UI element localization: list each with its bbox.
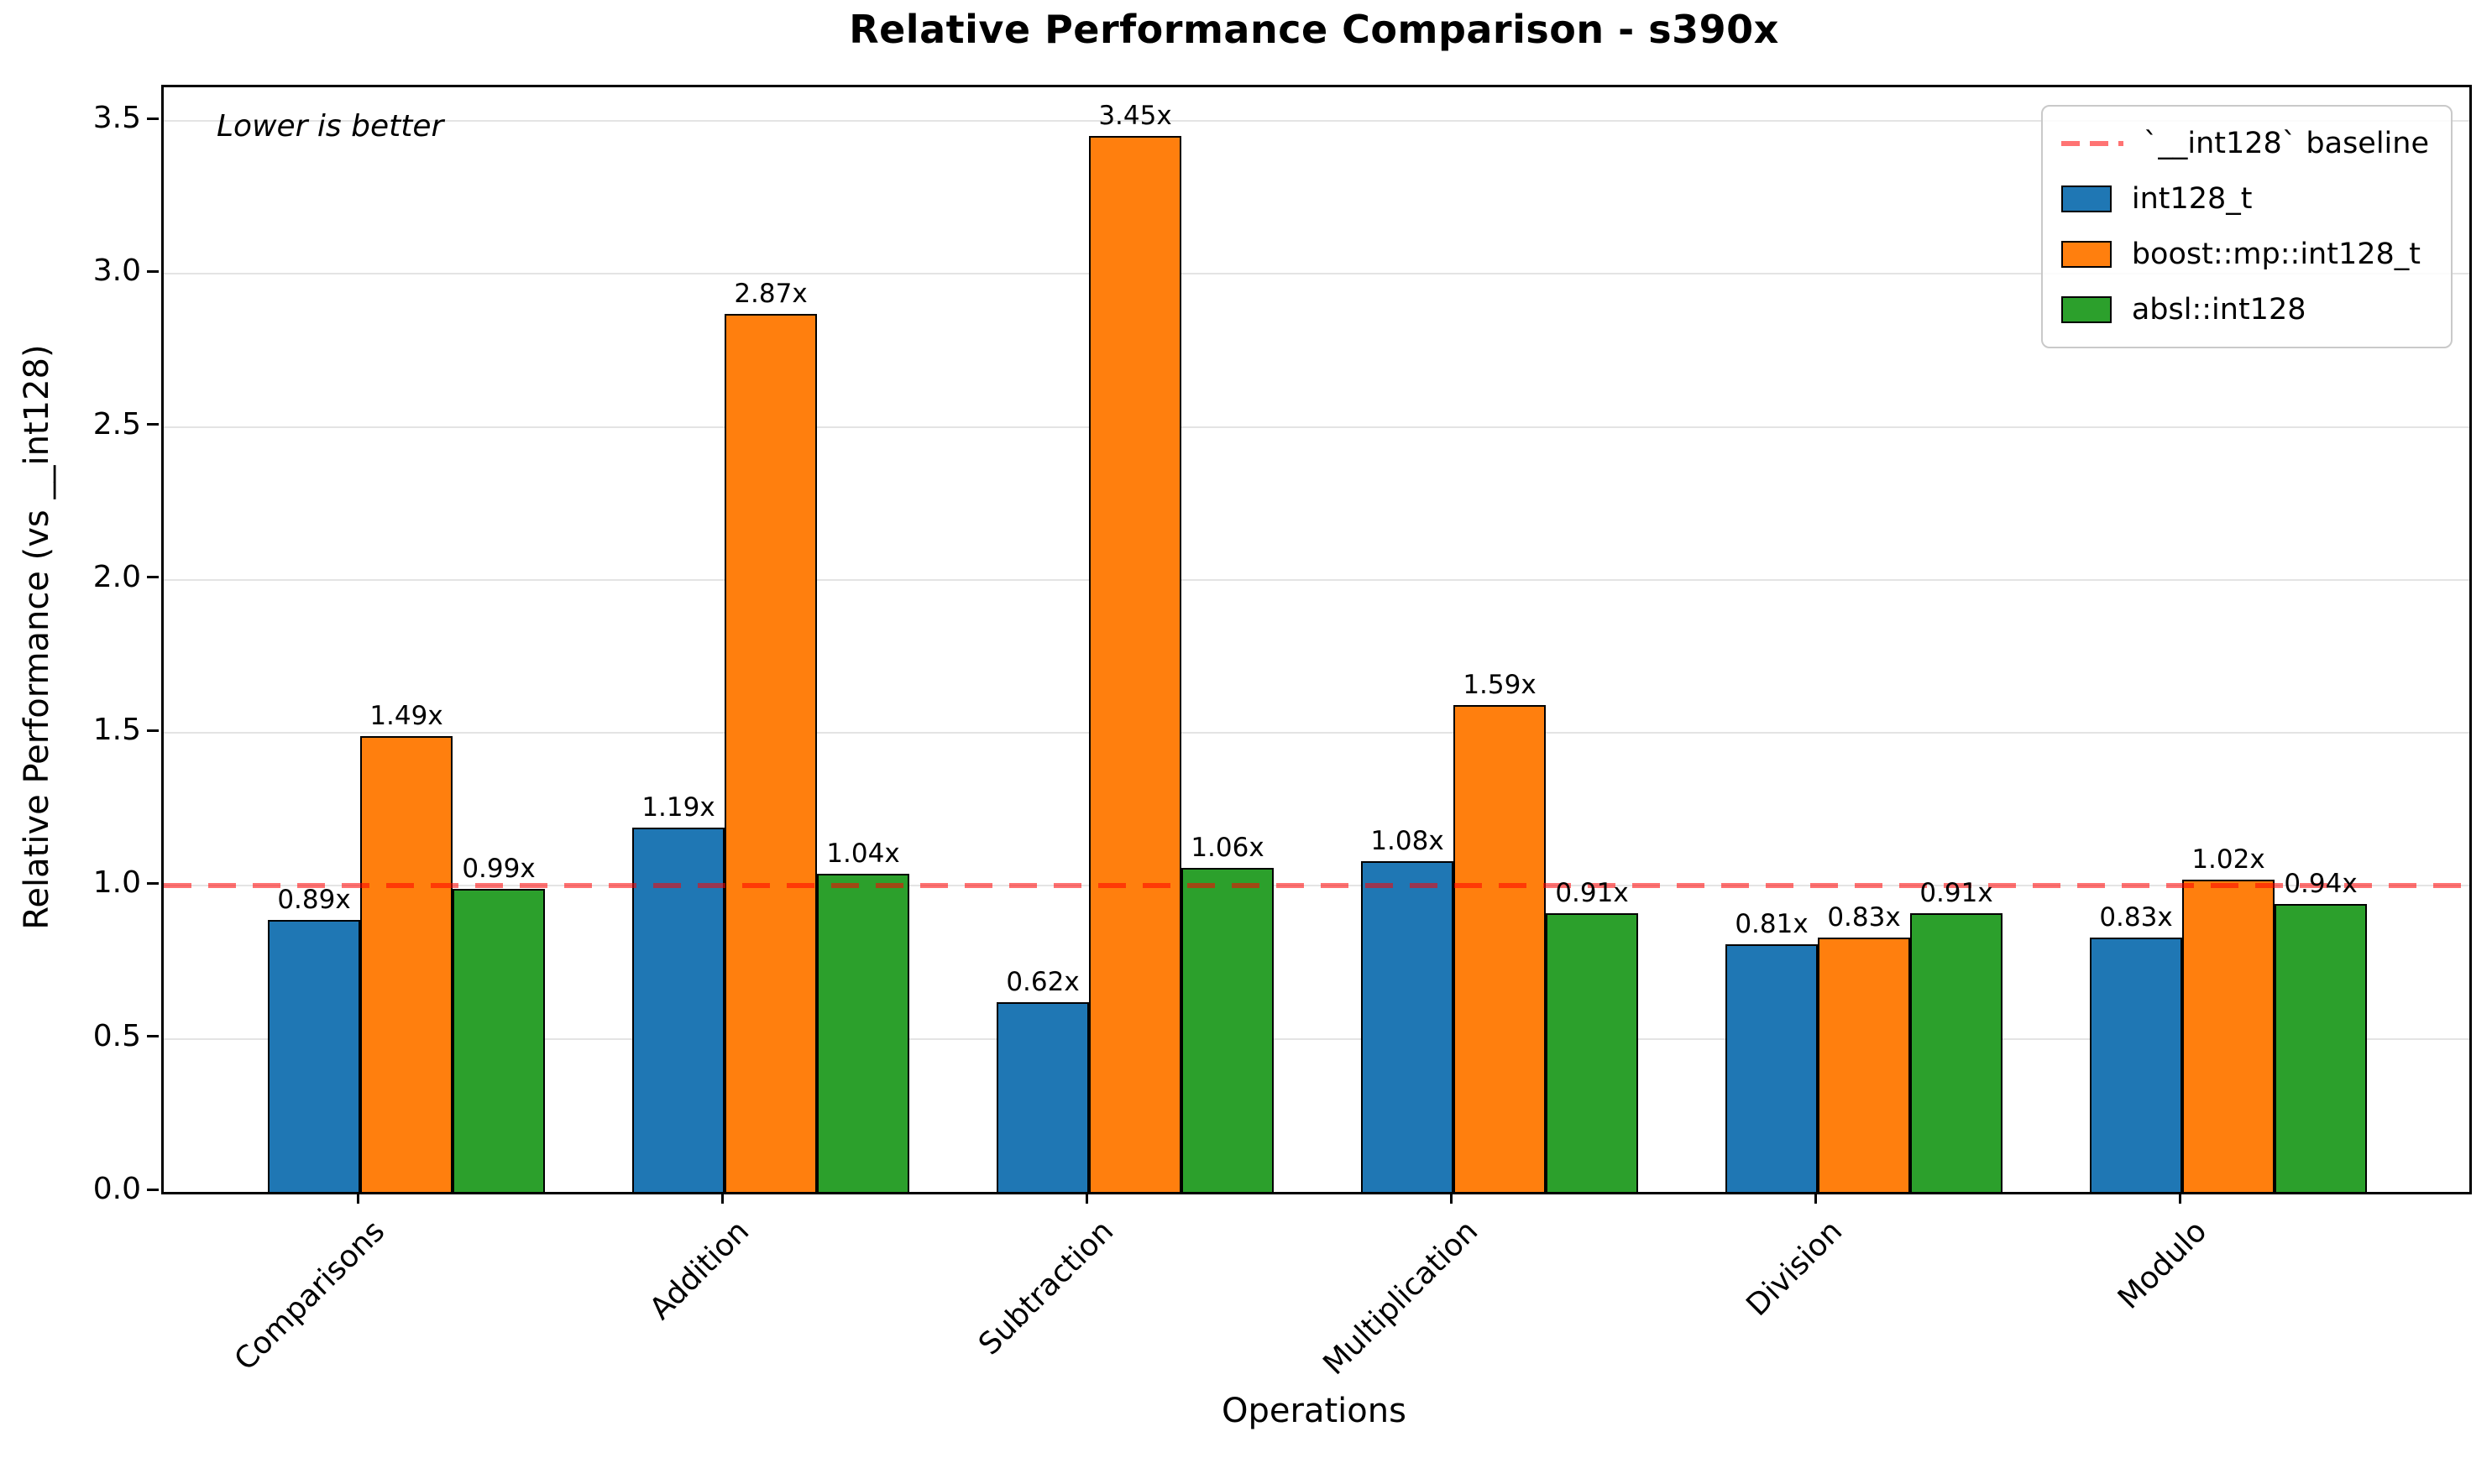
x-tick-mark — [2178, 1192, 2181, 1204]
bar-value-label: 0.62x — [1006, 966, 1080, 997]
bar — [2275, 904, 2367, 1192]
legend-label: absl::int128 — [2131, 293, 2306, 327]
bar — [2090, 938, 2182, 1192]
y-tick-label: 3.0 — [92, 253, 141, 289]
baseline-dash-swatch — [2060, 141, 2123, 146]
x-tick-mark — [1085, 1192, 1088, 1204]
bar-value-label: 3.45x — [1098, 101, 1172, 132]
gridline — [164, 732, 2469, 734]
gridline — [164, 578, 2469, 581]
y-tick-mark — [147, 1035, 159, 1038]
series-swatch — [2060, 296, 2112, 323]
bar-value-label: 0.81x — [1735, 908, 1809, 939]
bar — [1725, 943, 1818, 1192]
y-tick-label: 2.5 — [92, 406, 141, 442]
bar — [1546, 913, 1638, 1192]
y-tick-label: 2.0 — [92, 559, 141, 594]
bar-value-label: 1.02x — [2191, 844, 2265, 875]
gridline — [164, 273, 2469, 275]
x-axis-title: Operations — [1222, 1392, 1406, 1430]
y-tick-label: 3.5 — [92, 101, 141, 136]
y-tick-mark — [147, 423, 159, 426]
x-tick-mark — [1814, 1192, 1817, 1204]
bar-value-label: 1.19x — [641, 792, 715, 823]
bar-value-label: 1.06x — [1191, 832, 1264, 863]
x-tick-label: Multiplication — [1317, 1214, 1485, 1382]
x-tick-mark — [720, 1192, 724, 1204]
bar — [632, 828, 725, 1192]
bar — [360, 735, 453, 1192]
bar — [997, 1001, 1089, 1192]
y-tick-mark — [147, 117, 159, 120]
bar — [1089, 136, 1181, 1192]
y-tick-label: 1.0 — [92, 865, 141, 901]
x-tick-label: Subtraction — [972, 1214, 1121, 1362]
bar-value-label: 0.83x — [1827, 902, 1901, 933]
bar-value-label: 1.49x — [369, 700, 443, 731]
bar — [1910, 913, 2002, 1192]
y-tick-mark — [147, 729, 159, 732]
x-tick-label: Division — [1740, 1214, 1850, 1324]
bar — [817, 873, 909, 1192]
gridline — [164, 426, 2469, 428]
baseline-dashed-line — [164, 883, 2469, 889]
gridline — [164, 120, 2469, 123]
series-swatch — [2060, 186, 2112, 212]
bar-value-label: 0.83x — [2099, 902, 2173, 933]
bar-value-label: 0.99x — [462, 854, 536, 885]
y-tick-mark — [147, 881, 159, 885]
bar — [1361, 861, 1453, 1192]
x-tick-label: Addition — [643, 1214, 756, 1327]
bar — [453, 889, 545, 1192]
legend-item-series: int128_t — [2060, 175, 2429, 222]
y-tick-label: 0.5 — [92, 1018, 141, 1053]
bar — [268, 919, 360, 1192]
bar — [1453, 705, 1546, 1192]
legend-label: `__int128` baseline — [2143, 127, 2429, 160]
x-tick-mark — [1449, 1192, 1453, 1204]
bar-value-label: 1.08x — [1370, 826, 1444, 857]
y-tick-mark — [147, 576, 159, 579]
y-tick-mark — [147, 1188, 159, 1191]
legend-label: boost::mp::int128_t — [2131, 238, 2421, 271]
legend-label: int128_t — [2131, 182, 2253, 216]
plot-area: 0.89x 1.19x 0.62x 1.08x 0.81x 0.83x 1.49x 2.87x… — [161, 85, 2472, 1194]
gridline — [164, 1037, 2469, 1040]
series-swatch — [2060, 241, 2112, 268]
x-tick-label: Comparisons — [228, 1214, 392, 1377]
legend-item-series: boost::mp::int128_t — [2060, 231, 2429, 278]
bar-value-label: 0.91x — [1555, 878, 1629, 909]
bar — [1181, 867, 1274, 1192]
legend-item-baseline: `__int128` baseline — [2060, 120, 2429, 167]
bar-value-label: 0.89x — [277, 884, 351, 915]
legend: `__int128` baseline int128_t boost::mp::… — [2040, 105, 2453, 348]
bar — [725, 313, 817, 1192]
bar-value-label: 1.59x — [1463, 670, 1537, 701]
y-tick-label: 0.0 — [92, 1172, 141, 1206]
chart-title: Relative Performance Comparison - s390x — [849, 7, 1779, 52]
y-tick-mark — [147, 269, 159, 273]
bar-value-label: 2.87x — [734, 278, 808, 309]
bar — [1818, 938, 1910, 1192]
annotation-lower-is-better: Lower is better — [217, 109, 444, 144]
bar — [2182, 880, 2275, 1192]
x-tick-mark — [356, 1192, 359, 1204]
y-tick-label: 1.5 — [92, 713, 141, 748]
legend-item-series: absl::int128 — [2060, 286, 2429, 333]
x-tick-label: Modulo — [2111, 1214, 2214, 1316]
bar-value-label: 0.94x — [2284, 869, 2358, 900]
y-axis-title: Relative Performance (vs __int128) — [18, 344, 56, 930]
bar-value-label: 0.91x — [1919, 878, 1993, 909]
bar-value-label: 1.04x — [826, 838, 900, 869]
